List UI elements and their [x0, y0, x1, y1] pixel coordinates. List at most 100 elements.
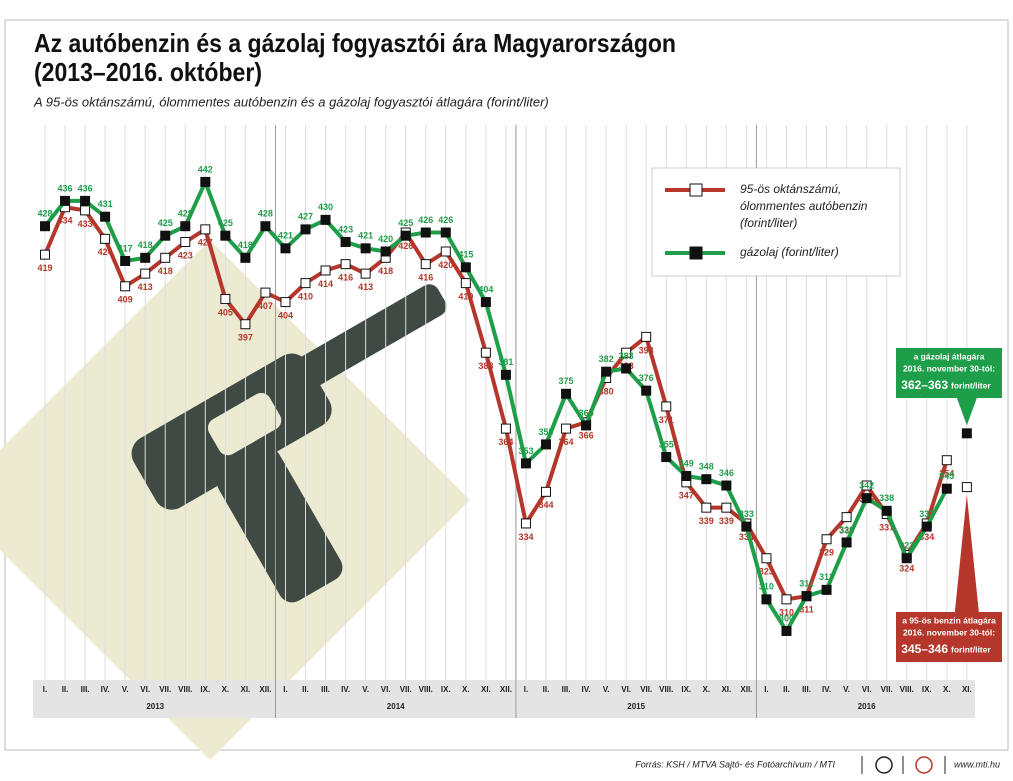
x-tick-label: XI. — [962, 685, 972, 694]
data-label: 426 — [438, 215, 453, 225]
series: 419 434 433 424 409 413 418 423 427 405 397 407 404 4… — [37, 202, 954, 618]
data-point — [581, 420, 592, 431]
x-tick-label: VI. — [621, 685, 631, 694]
data-label: 333 — [919, 509, 934, 519]
data-point — [280, 297, 291, 308]
legend-marker — [689, 183, 703, 197]
series-line — [43, 179, 949, 633]
data-label: 428 — [178, 209, 193, 219]
data-point — [761, 594, 772, 605]
annotation-box — [896, 612, 1002, 662]
data-point — [140, 252, 151, 263]
data-point — [500, 423, 511, 434]
data-label: 375 — [559, 376, 574, 386]
data-label: 383 — [619, 351, 634, 361]
data-point — [861, 480, 872, 491]
data-point — [961, 482, 972, 493]
data-label: 323 — [759, 567, 774, 577]
x-tick-label: XII. — [740, 685, 752, 694]
data-label: 324 — [899, 563, 914, 573]
annotation-value: 345–346 — [901, 642, 948, 656]
data-label: 342 — [859, 481, 874, 491]
x-tick-label: IX. — [200, 685, 210, 694]
x-tick-label: II. — [543, 685, 550, 694]
data-point — [601, 366, 612, 377]
x-tick-label: IV. — [101, 685, 110, 694]
data-point — [901, 553, 912, 564]
data-label: 417 — [118, 243, 133, 253]
data-point — [520, 518, 531, 529]
data-point — [661, 401, 672, 412]
annotation-box — [896, 348, 1002, 398]
data-point — [841, 537, 852, 548]
data-point — [100, 233, 111, 244]
data-point — [561, 423, 572, 434]
data-label: 353 — [518, 446, 533, 456]
data-label: 423 — [178, 250, 193, 260]
data-label: 355 — [659, 439, 674, 449]
legend-label: (forint/liter) — [740, 216, 797, 230]
x-tick-label: VI. — [862, 685, 872, 694]
data-label: 436 — [78, 183, 93, 193]
chart-subtitle: A 95-ös oktánszámú, ólommentes autóbenzi… — [33, 94, 549, 109]
data-point — [701, 474, 712, 485]
x-group-label: 2015 — [627, 702, 645, 711]
data-label: 364 — [498, 437, 513, 447]
data-point — [400, 230, 411, 241]
x-tick-label: II. — [62, 685, 69, 694]
pump-icon — [131, 284, 447, 603]
data-point — [761, 553, 772, 564]
data-point — [180, 221, 191, 232]
data-label: 421 — [278, 231, 293, 241]
data-label: 419 — [37, 263, 52, 273]
data-label: 431 — [98, 199, 113, 209]
data-label: 388 — [478, 361, 493, 371]
data-label: 334 — [518, 532, 533, 542]
data-label: 328 — [839, 525, 854, 535]
data-label: 311 — [799, 579, 814, 589]
data-label: 426 — [418, 215, 433, 225]
data-label: 339 — [719, 516, 734, 526]
x-tick-label: VI. — [381, 685, 391, 694]
decoration — [0, 240, 470, 760]
data-label: 415 — [458, 250, 473, 260]
x-tick-label: VII. — [881, 685, 893, 694]
data-point — [621, 347, 632, 358]
data-label: 310 — [779, 608, 794, 618]
source: Forrás: KSH / MTVA Sajtó- és Fotóarchívu… — [635, 759, 835, 769]
data-point — [561, 388, 572, 399]
data-point — [480, 347, 491, 358]
x-tick-label: III. — [81, 685, 90, 694]
x-group-label: 2016 — [858, 702, 876, 711]
data-point — [220, 293, 231, 304]
data-label: 433 — [78, 219, 93, 229]
data-point — [460, 278, 471, 289]
annotation-pointer — [956, 398, 977, 426]
data-point — [781, 594, 792, 605]
x-tick-label: I. — [764, 685, 768, 694]
data-label: 426 — [398, 241, 413, 251]
x-tick-label: II. — [783, 685, 790, 694]
data-point — [140, 268, 151, 279]
data-label: 371 — [659, 415, 674, 425]
chart-title: (2013–2016. október) — [34, 57, 262, 87]
data-point — [661, 452, 672, 463]
x-tick-label: VI. — [140, 685, 150, 694]
data-label: 405 — [218, 307, 233, 317]
data-label: 300 — [779, 613, 794, 623]
data-label: 381 — [498, 357, 513, 367]
data-label: 323 — [899, 541, 914, 551]
data-point — [200, 176, 211, 187]
data-label: 347 — [679, 491, 694, 501]
data-point — [781, 625, 792, 636]
data-label: 404 — [478, 284, 493, 294]
data-label: 310 — [759, 582, 774, 592]
x-tick-label: X. — [703, 685, 711, 694]
x-tick-label: X. — [462, 685, 470, 694]
x-tick-label: VIII. — [900, 685, 914, 694]
data-label: 418 — [158, 266, 173, 276]
data-label: 359 — [538, 427, 553, 437]
data-label: 311 — [799, 605, 814, 615]
data-label: 436 — [58, 183, 73, 193]
